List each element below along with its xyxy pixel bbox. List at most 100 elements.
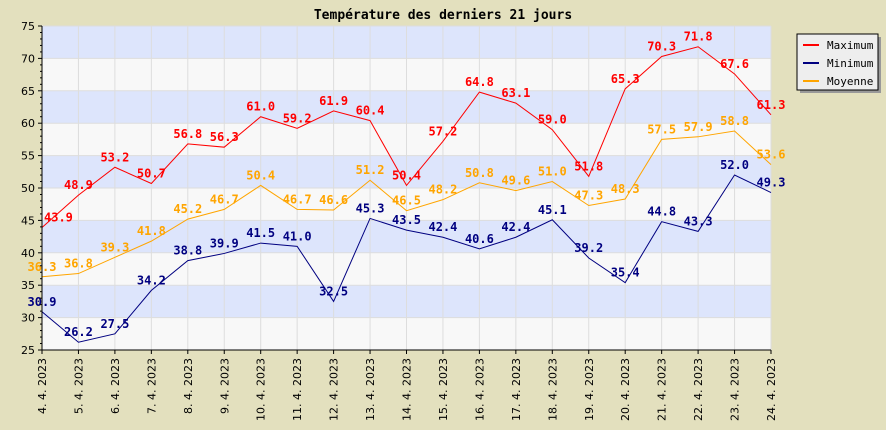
x-tick-label: 19. 4. 2023: [583, 358, 596, 421]
data-label-minimum: 38.8: [173, 244, 202, 258]
data-label-maximum: 61.9: [319, 94, 348, 108]
x-tick-label: 13. 4. 2023: [364, 358, 377, 421]
x-tick-label: 10. 4. 2023: [255, 358, 268, 421]
data-label-minimum: 43.3: [684, 214, 713, 228]
data-label-moyenne: 39.3: [100, 240, 129, 254]
data-label-moyenne: 41.8: [137, 224, 166, 238]
x-tick-label: 6. 4. 2023: [109, 358, 122, 414]
data-label-maximum: 64.8: [465, 75, 494, 89]
y-tick-label: 40: [21, 247, 35, 260]
data-label-moyenne: 51.0: [538, 165, 567, 179]
y-tick-label: 70: [21, 52, 35, 65]
data-label-minimum: 41.0: [283, 229, 312, 243]
data-label-minimum: 43.5: [392, 213, 421, 227]
data-label-minimum: 45.1: [538, 203, 567, 217]
data-label-maximum: 43.9: [44, 211, 73, 225]
data-label-maximum: 65.3: [611, 72, 640, 86]
data-label-maximum: 61.0: [246, 100, 275, 114]
data-label-minimum: 52.0: [720, 158, 749, 172]
data-label-maximum: 56.8: [173, 127, 202, 141]
legend-label-maximum: Maximum: [827, 39, 874, 52]
data-label-maximum: 71.8: [684, 30, 713, 44]
x-tick-label: 7. 4. 2023: [145, 358, 158, 414]
data-label-minimum: 27.5: [100, 317, 129, 331]
data-label-moyenne: 48.2: [428, 183, 457, 197]
data-label-moyenne: 46.6: [319, 193, 348, 207]
y-tick-label: 55: [21, 150, 35, 163]
data-label-minimum: 34.2: [137, 273, 166, 287]
y-tick-label: 60: [21, 117, 35, 130]
data-label-moyenne: 53.6: [757, 148, 786, 162]
data-label-minimum: 41.5: [246, 226, 275, 240]
x-tick-label: 17. 4. 2023: [510, 358, 523, 421]
data-label-moyenne: 48.3: [611, 182, 640, 196]
data-label-moyenne: 36.8: [64, 257, 93, 271]
data-label-maximum: 56.3: [210, 130, 239, 144]
data-label-moyenne: 46.7: [283, 192, 312, 206]
x-tick-label: 15. 4. 2023: [437, 358, 450, 421]
data-label-moyenne: 50.4: [246, 168, 275, 182]
data-label-maximum: 59.0: [538, 113, 567, 127]
x-tick-label: 21. 4. 2023: [656, 358, 669, 421]
data-label-minimum: 35.4: [611, 266, 640, 280]
data-label-maximum: 60.4: [356, 104, 385, 118]
data-label-minimum: 45.3: [356, 201, 385, 215]
x-tick-label: 9. 4. 2023: [218, 358, 231, 414]
data-label-maximum: 70.3: [647, 39, 676, 53]
x-tick-label: 23. 4. 2023: [729, 358, 742, 421]
data-label-moyenne: 58.8: [720, 114, 749, 128]
data-label-moyenne: 51.2: [356, 163, 385, 177]
data-label-moyenne: 57.9: [684, 120, 713, 134]
x-tick-label: 11. 4. 2023: [291, 358, 304, 421]
data-label-moyenne: 49.6: [501, 174, 530, 188]
data-label-minimum: 26.2: [64, 325, 93, 339]
data-label-minimum: 39.2: [574, 241, 603, 255]
series-line-maximum: [41, 46, 772, 228]
data-label-minimum: 39.9: [210, 236, 239, 250]
x-tick-label: 12. 4. 2023: [328, 358, 341, 421]
data-label-minimum: 49.3: [757, 176, 786, 190]
data-label-maximum: 59.2: [283, 111, 312, 125]
data-label-moyenne: 45.2: [173, 202, 202, 216]
chart-title: Température des derniers 21 jours: [314, 8, 572, 23]
series-line-minimum: [41, 174, 772, 343]
data-label-maximum: 67.6: [720, 57, 749, 71]
data-label-maximum: 63.1: [501, 86, 530, 100]
data-label-maximum: 61.3: [757, 98, 786, 112]
data-label-maximum: 50.7: [137, 166, 166, 180]
y-tick-label: 50: [21, 182, 35, 195]
legend-label-minimum: Minimum: [827, 57, 874, 70]
y-tick-label: 25: [21, 344, 35, 357]
x-tick-label: 5. 4. 2023: [72, 358, 85, 414]
y-tick-label: 75: [21, 20, 35, 33]
y-tick-label: 30: [21, 312, 35, 325]
data-label-minimum: 32.5: [319, 284, 348, 298]
data-label-minimum: 44.8: [647, 205, 676, 219]
y-tick-label: 65: [21, 85, 35, 98]
data-label-maximum: 51.8: [574, 159, 603, 173]
y-tick-label: 45: [21, 214, 35, 227]
legend-label-moyenne: Moyenne: [827, 75, 873, 88]
data-label-maximum: 53.2: [100, 150, 129, 164]
series-line-moyenne: [41, 130, 772, 278]
data-label-maximum: 48.9: [64, 178, 93, 192]
data-label-moyenne: 57.5: [647, 122, 676, 136]
x-tick-label: 4. 4. 2023: [36, 358, 49, 414]
x-tick-label: 8. 4. 2023: [182, 358, 195, 414]
data-label-minimum: 42.4: [501, 220, 530, 234]
data-label-moyenne: 46.5: [392, 194, 421, 208]
x-tick-label: 20. 4. 2023: [619, 358, 632, 421]
data-label-maximum: 50.4: [392, 168, 421, 182]
x-tick-label: 14. 4. 2023: [401, 358, 414, 421]
x-tick-label: 22. 4. 2023: [692, 358, 705, 421]
data-label-moyenne: 50.8: [465, 166, 494, 180]
x-tick-label: 24. 4. 2023: [765, 358, 778, 421]
data-label-minimum: 40.6: [465, 232, 494, 246]
data-label-moyenne: 47.3: [574, 188, 603, 202]
data-label-maximum: 57.2: [428, 124, 457, 138]
data-label-moyenne: 46.7: [210, 192, 239, 206]
x-tick-label: 16. 4. 2023: [473, 358, 486, 421]
data-label-minimum: 42.4: [428, 220, 457, 234]
x-tick-label: 18. 4. 2023: [546, 358, 559, 421]
